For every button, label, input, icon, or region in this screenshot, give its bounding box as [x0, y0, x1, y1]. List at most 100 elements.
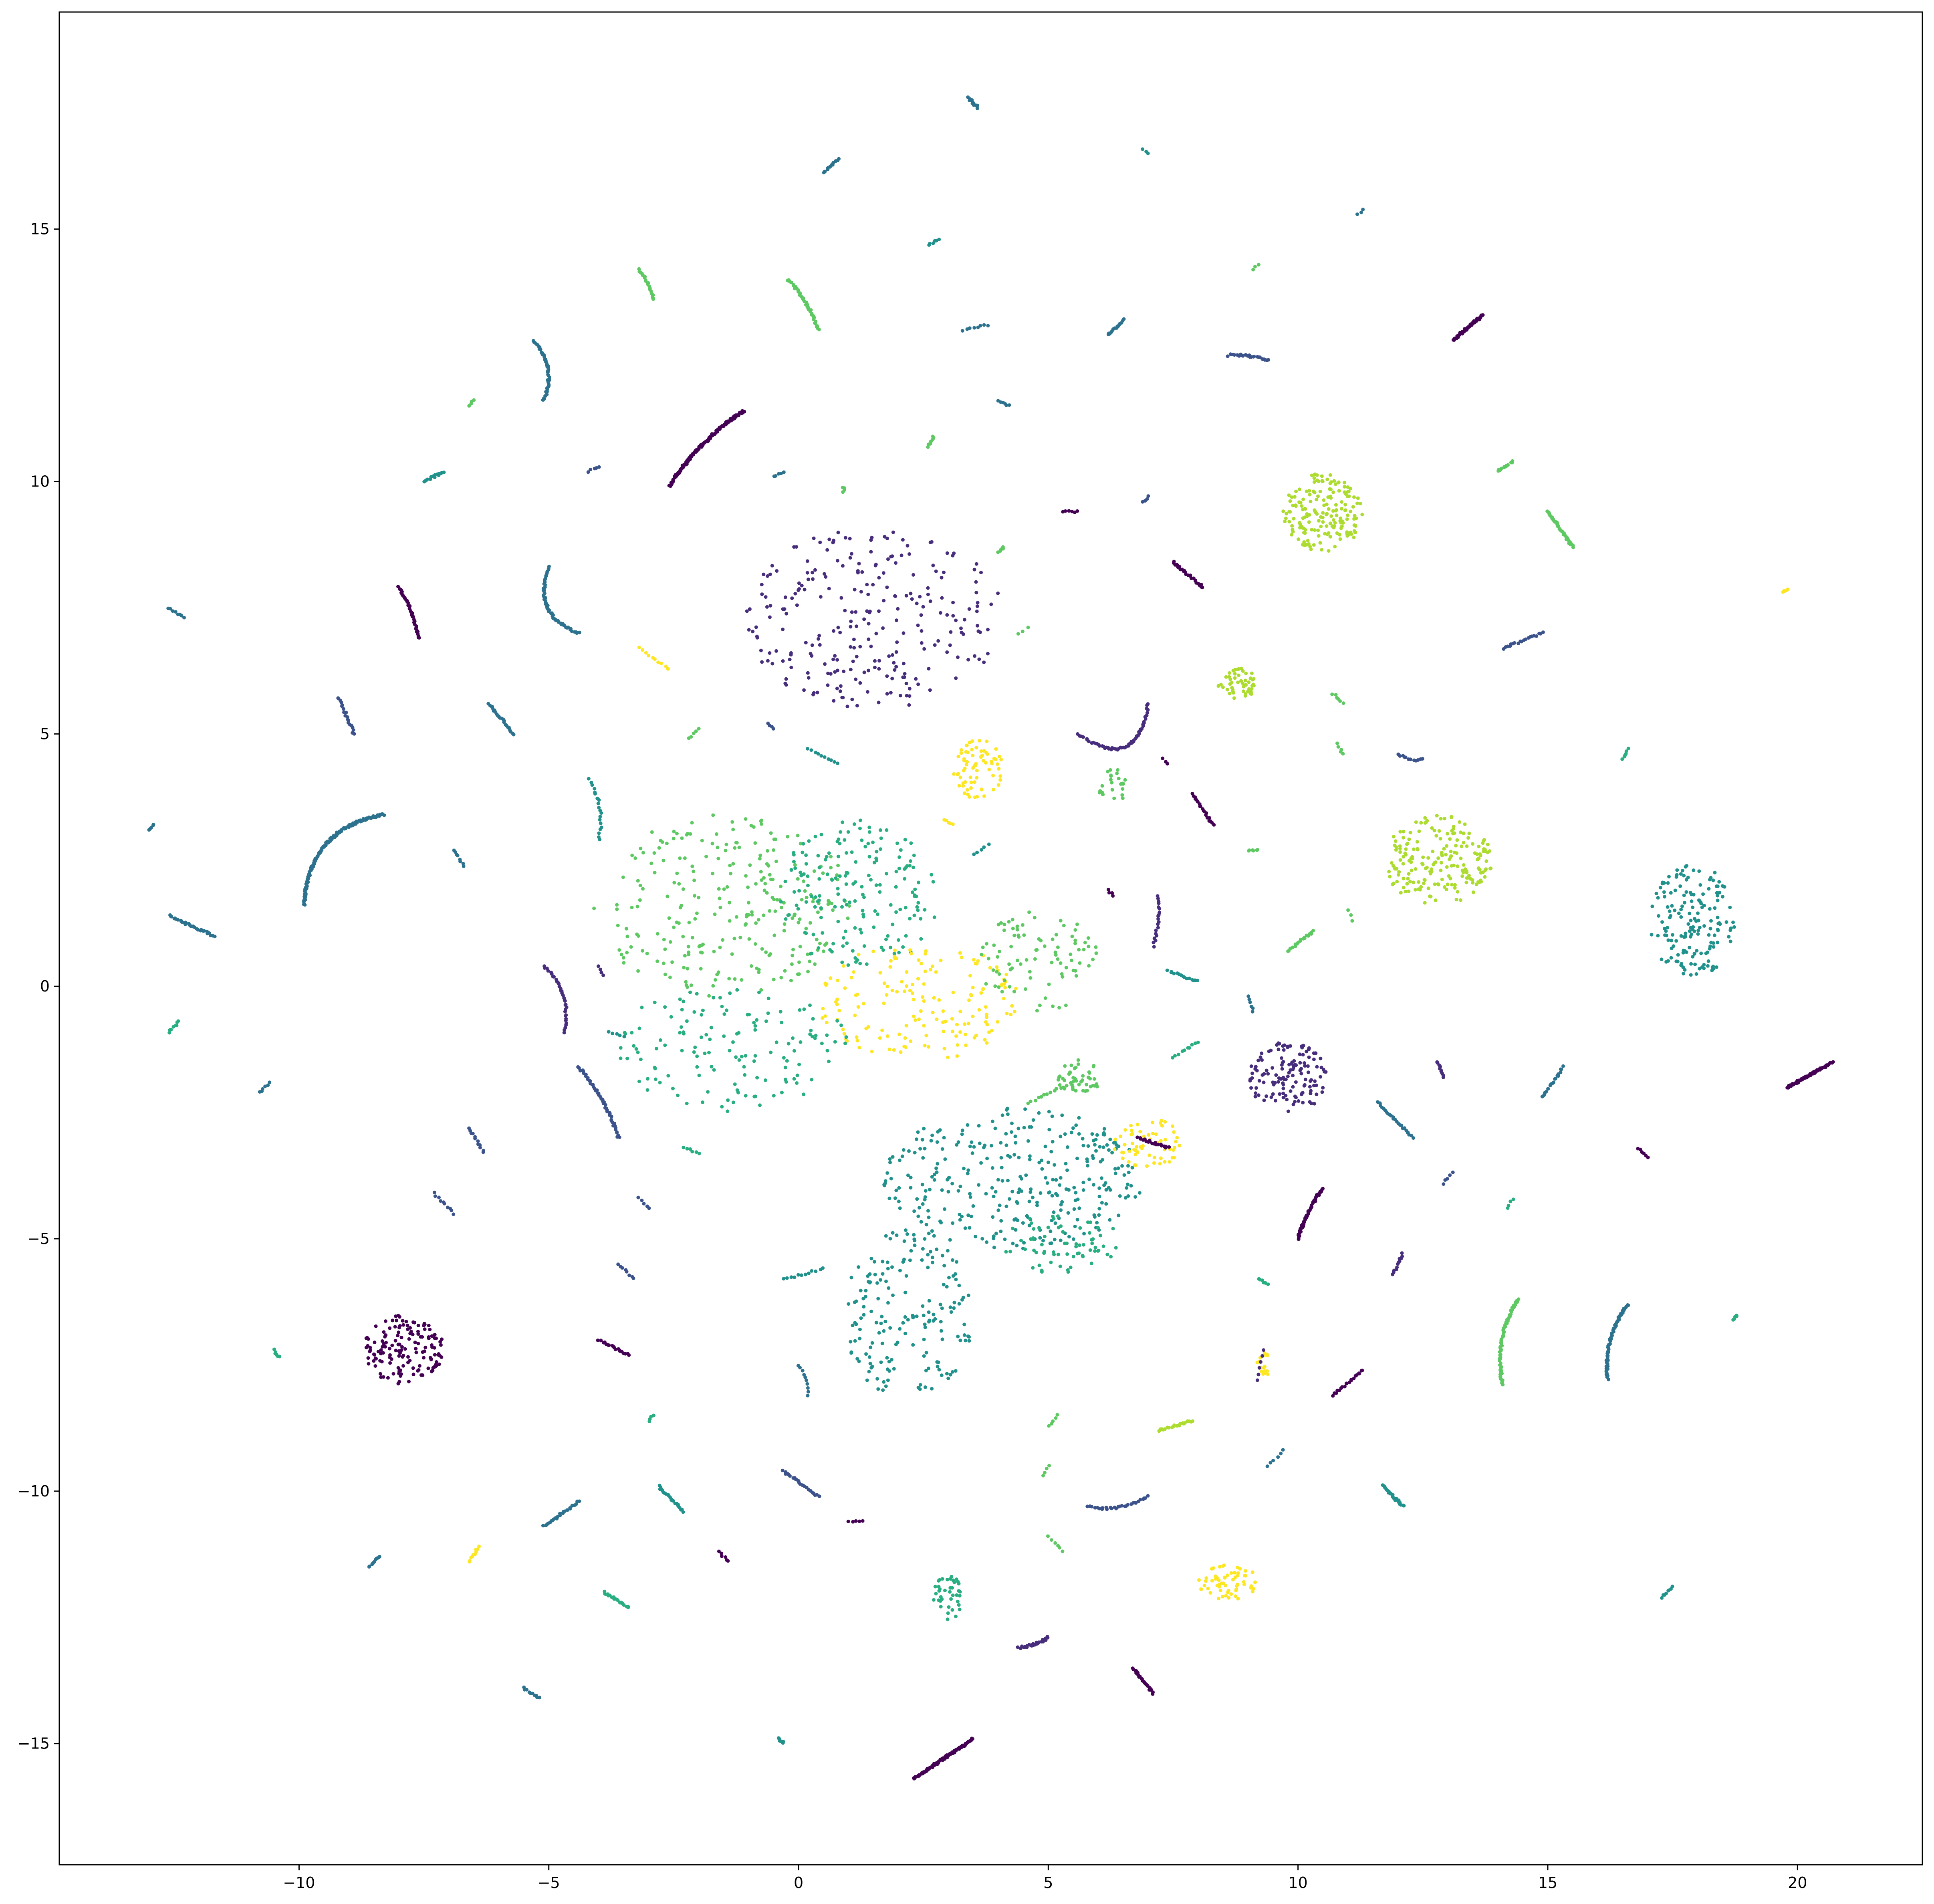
scatter-point	[950, 1258, 954, 1262]
scatter-point	[677, 882, 681, 886]
scatter-point	[954, 1577, 958, 1581]
scatter-point	[1250, 1076, 1254, 1080]
scatter-point	[804, 862, 808, 866]
scatter-point	[1027, 1199, 1031, 1203]
scatter-point	[439, 1343, 443, 1347]
scatter-point	[597, 964, 600, 968]
scatter-point	[1112, 796, 1116, 800]
scatter-point	[893, 948, 897, 952]
scatter-point	[1004, 1250, 1008, 1254]
scatter-point	[730, 820, 734, 824]
scatter-point	[621, 875, 625, 879]
scatter-point	[1301, 1100, 1305, 1104]
scatter-point	[1414, 820, 1418, 824]
scatter-point	[861, 913, 865, 917]
scatter-point	[779, 976, 783, 979]
scatter-point	[1038, 1003, 1042, 1008]
scatter-point	[1300, 504, 1304, 508]
scatter-point	[1077, 1132, 1081, 1136]
scatter-point	[869, 1345, 873, 1349]
scatter-point	[1202, 1583, 1206, 1587]
scatter-point	[758, 853, 762, 857]
scatter-point	[1658, 886, 1662, 890]
scatter-point	[858, 645, 862, 648]
scatter-point	[964, 1339, 968, 1343]
scatter-point	[1236, 1583, 1240, 1587]
scatter-point	[1063, 1242, 1067, 1246]
scatter-point	[933, 1585, 937, 1589]
scatter-point	[1456, 864, 1460, 868]
scatter-point	[685, 1019, 689, 1023]
scatter-point	[635, 932, 639, 936]
scatter-point	[1666, 905, 1670, 909]
scatter-point	[633, 856, 637, 860]
scatter-point	[850, 850, 854, 854]
scatter-point	[853, 880, 857, 884]
scatter-point	[1101, 1506, 1105, 1510]
scatter-point	[1284, 1078, 1288, 1081]
scatter-point	[1389, 861, 1394, 865]
scatter-point	[1234, 1594, 1238, 1598]
scatter-point	[1262, 1080, 1266, 1084]
scatter-point	[1328, 473, 1332, 477]
scatter-point	[1049, 1150, 1053, 1154]
scatter-point	[878, 971, 882, 975]
scatter-point	[762, 876, 766, 880]
scatter-point	[1309, 499, 1313, 503]
scatter-point	[611, 1032, 614, 1036]
scatter-point	[806, 747, 809, 751]
scatter-point	[912, 573, 916, 577]
scatter-point	[1151, 1132, 1155, 1135]
scatter-point	[889, 903, 893, 907]
scatter-point	[760, 947, 764, 951]
scatter-point	[1654, 891, 1658, 895]
scatter-point	[1098, 789, 1102, 793]
scatter-point	[759, 870, 763, 874]
scatter-point	[1250, 687, 1254, 691]
scatter-point	[755, 636, 759, 640]
scatter-point	[1664, 1591, 1668, 1595]
scatter-point	[1098, 1234, 1102, 1238]
scatter-point	[929, 1139, 933, 1143]
scatter-point	[1315, 1065, 1319, 1069]
scatter-point	[981, 759, 985, 763]
scatter-point	[1045, 1181, 1049, 1185]
scatter-point	[797, 889, 801, 893]
scatter-point	[940, 576, 944, 579]
scatter-point	[940, 1337, 944, 1341]
scatter-point	[1085, 1159, 1089, 1163]
scatter-point	[811, 571, 815, 575]
scatter-point	[1031, 1195, 1035, 1199]
scatter-point	[627, 1273, 631, 1277]
scatter-point	[813, 962, 817, 966]
scatter-point	[1280, 1067, 1284, 1071]
scatter-point	[1332, 479, 1336, 483]
scatter-point	[849, 668, 853, 672]
scatter-point	[836, 919, 840, 923]
scatter-point	[898, 1268, 902, 1272]
scatter-point	[964, 1043, 968, 1047]
scatter-point	[940, 1329, 943, 1333]
scatter-point	[940, 1577, 944, 1581]
scatter-point	[877, 659, 881, 663]
scatter-point	[1092, 1064, 1096, 1068]
scatter-point	[1416, 847, 1420, 851]
scatter-point	[1256, 1373, 1260, 1377]
scatter-point	[1104, 1202, 1108, 1206]
scatter-point	[962, 1167, 966, 1171]
scatter-point	[1178, 565, 1182, 569]
scatter-point	[951, 1274, 955, 1278]
scatter-point	[1041, 1637, 1045, 1642]
scatter-point	[1193, 1041, 1197, 1045]
scatter-point	[963, 618, 966, 622]
scatter-point	[151, 823, 155, 827]
scatter-point	[1282, 1048, 1286, 1052]
scatter-point	[635, 905, 639, 909]
scatter-point	[1074, 1123, 1078, 1127]
scatter-point	[960, 1132, 964, 1136]
scatter-point	[882, 599, 886, 603]
scatter-point	[1173, 1054, 1177, 1058]
scatter-point	[563, 1028, 567, 1032]
scatter-point	[630, 1031, 634, 1035]
